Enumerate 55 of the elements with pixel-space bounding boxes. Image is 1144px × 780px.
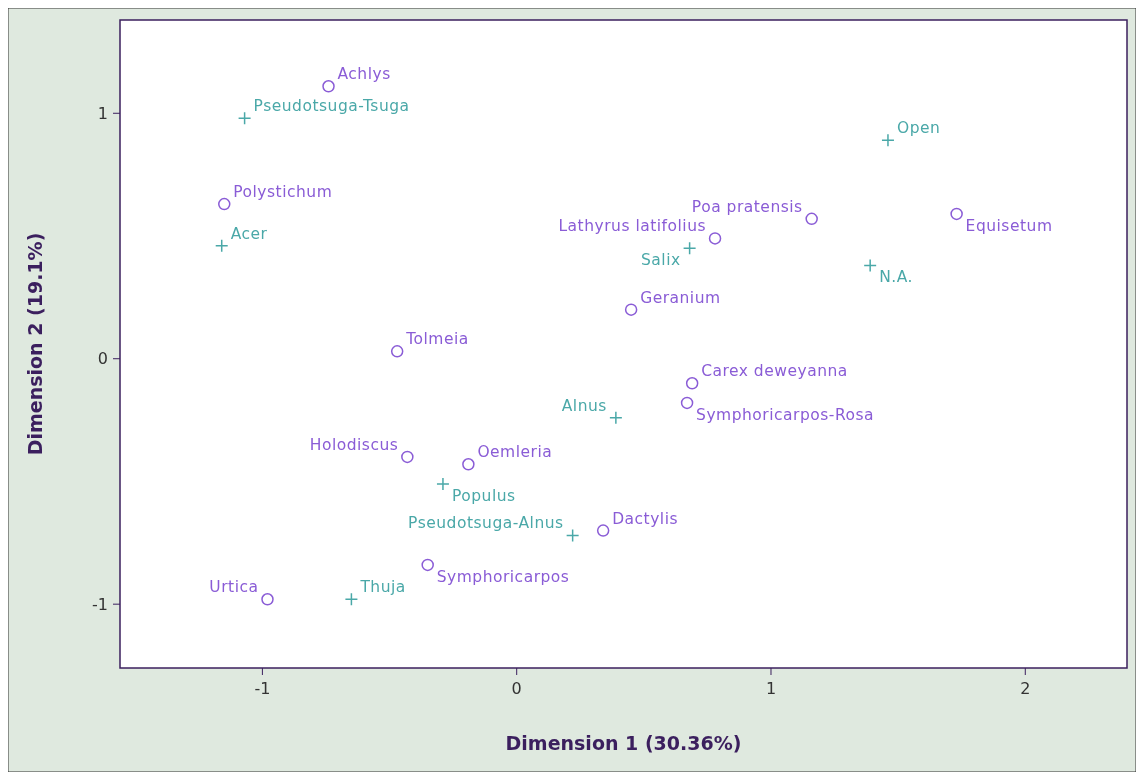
annotation: Holodiscus [309, 435, 399, 454]
point [624, 303, 638, 316]
point [680, 396, 694, 410]
point [390, 345, 404, 358]
point [685, 377, 699, 390]
annotation: Tolmeia [405, 330, 469, 349]
point [462, 458, 475, 471]
point [682, 241, 697, 256]
point [344, 592, 359, 607]
annotation: Carex deweyanna [701, 362, 848, 381]
y-axis-title: Dimension 2 (19.1%) [24, 232, 46, 456]
annotation: Symphoricarpos-Rosa [696, 405, 875, 424]
annotation: Salix [640, 251, 681, 270]
point [565, 528, 580, 543]
annotation: Achlys [337, 65, 391, 84]
annotation: Pseudotsuga-Alnus [408, 514, 564, 533]
point [322, 80, 335, 93]
y-tick-label: 0 [97, 349, 108, 369]
annotation: Dactylis [612, 509, 679, 528]
point [708, 232, 722, 245]
annotation: Populus [451, 486, 516, 505]
annotation: Oemleria [477, 443, 553, 462]
point [596, 524, 610, 537]
annotation: Symphoricarpos [436, 567, 570, 586]
annotation: Open [896, 119, 941, 138]
point [401, 450, 414, 464]
point [237, 111, 252, 125]
annotation: Geranium [640, 288, 721, 307]
annotation: Alnus [561, 396, 607, 415]
point [214, 239, 229, 253]
y-tick-label: -1 [92, 594, 108, 614]
annotation: Pseudotsuga-Tsuga [253, 97, 410, 116]
x-tick-label: 2 [1020, 679, 1031, 698]
point [436, 477, 450, 491]
annotation: Equisetum [965, 216, 1053, 235]
point [881, 133, 895, 148]
annotation: Urtica [209, 578, 259, 597]
y-tick-label: 1 [97, 103, 108, 123]
x-tick-label: 1 [765, 679, 777, 698]
point [805, 212, 818, 226]
annotation: Thuja [359, 578, 406, 597]
annotation: Polystichum [233, 183, 333, 202]
annotation: Poa pratensis [691, 197, 803, 216]
point [261, 593, 274, 606]
point [421, 558, 434, 572]
x-tick-label: -1 [254, 679, 271, 698]
point [950, 207, 963, 221]
point [218, 197, 231, 211]
annotation: Acer [230, 224, 268, 243]
point [863, 258, 877, 273]
annotation: N.A. [879, 268, 913, 287]
x-tick-label: 0 [511, 679, 522, 698]
point [609, 410, 623, 425]
annotation: Lathyrus latifolius [558, 217, 707, 236]
x-axis-title: Dimension 1 (30.36%) [505, 732, 742, 754]
